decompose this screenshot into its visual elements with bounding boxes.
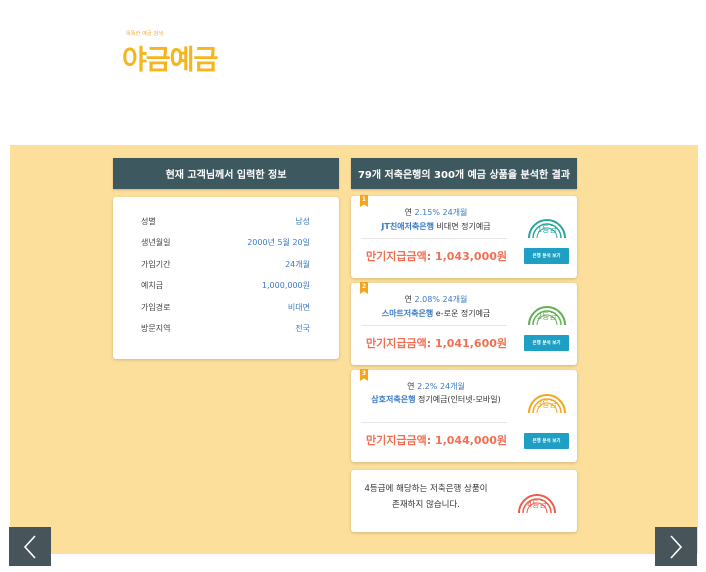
- interest-rate: 2.08%: [414, 295, 440, 304]
- site-logo[interactable]: 똑똑한 예금 검색 야금예금: [122, 30, 218, 77]
- grade-badge: 3등급: [523, 384, 571, 414]
- info-value: 전국: [295, 323, 310, 333]
- input-info-title: 현재 고객님께서 입력한 정보: [113, 158, 339, 189]
- grade-arc-icon: [518, 494, 556, 514]
- no-result-line-2: 존재하지 않습니다.: [392, 500, 460, 510]
- info-label: 성별: [141, 217, 156, 226]
- grade-label: 3등급: [537, 400, 557, 409]
- analysis-result-title: 79개 저축은행의 300개 예금 상품을 분석한 결과: [351, 158, 577, 189]
- divider: [361, 325, 507, 326]
- bank-name[interactable]: 삼호저축은행: [371, 395, 416, 404]
- info-value: 남성: [295, 217, 310, 226]
- info-row-region: 방문지역 전국: [141, 323, 310, 344]
- result-card-3: 3 연 2.2% 24개월 삼호저축은행 정기예금(인터넷-모바일) 만기지급금…: [351, 369, 577, 462]
- rank-flag: 1: [360, 195, 368, 207]
- bank-analysis-button[interactable]: 은행 분석 보기: [524, 433, 569, 449]
- bank-line: 삼호저축은행 정기예금(인터넷-모바일): [361, 394, 511, 406]
- divider: [361, 422, 507, 423]
- product-name: 비대면 정기예금: [436, 222, 491, 231]
- bank-line: JT친애저축은행 비대면 정기예금: [361, 221, 511, 233]
- chevron-right-icon: [670, 534, 683, 559]
- grade-arc-icon: [528, 219, 566, 239]
- result-card-1: 1 연 2.15% 24개월 JT친애저축은행 비대면 정기예금 만기지급금액:…: [351, 195, 577, 278]
- bank-name[interactable]: JT친애저축은행: [381, 222, 434, 231]
- term: 24개월: [439, 382, 465, 391]
- info-row-term: 가입기간 24개월: [141, 259, 310, 280]
- info-label: 예치금: [141, 281, 164, 291]
- grade-badge: 1등급: [523, 209, 571, 239]
- interest-rate: 2.15%: [414, 208, 440, 217]
- rate-prefix: 연: [404, 208, 412, 217]
- term: 24개월: [442, 208, 468, 217]
- result-slide: 현재 고객님께서 입력한 정보 79개 저축은행의 300개 예금 상품을 분석…: [10, 145, 698, 554]
- info-value: 2000년 5월 20일: [247, 238, 310, 248]
- rank-flag: 3: [360, 369, 368, 381]
- info-row-channel: 가입경로 비대면: [141, 302, 310, 323]
- bank-name[interactable]: 스마트저축은행: [381, 309, 434, 318]
- grade-label: 4등급: [527, 500, 547, 509]
- interest-rate: 2.2%: [417, 382, 438, 391]
- rate-line: 연 2.15% 24개월: [361, 207, 511, 218]
- grade-arc-icon: [528, 394, 566, 414]
- info-label: 생년월일: [141, 238, 171, 248]
- term: 24개월: [442, 295, 468, 304]
- chevron-left-icon: [23, 534, 36, 559]
- rate-line: 연 2.08% 24개월: [361, 294, 511, 305]
- info-label: 가입경로: [141, 302, 171, 312]
- prev-slide-button[interactable]: [9, 527, 51, 566]
- product-name: e-로운 정기예금: [435, 309, 491, 318]
- maturity-amount: 만기지급금액: 1,044,000원: [366, 434, 508, 447]
- info-value: 비대면: [287, 302, 310, 312]
- rate-line: 연 2.2% 24개월: [361, 381, 511, 392]
- rate-prefix: 연: [404, 295, 412, 304]
- bank-analysis-button[interactable]: 은행 분석 보기: [524, 248, 569, 264]
- no-result-line-1: 4등급에 해당하는 저축은행 상품이: [364, 484, 488, 494]
- rate-prefix: 연: [407, 382, 415, 391]
- product-name: 정기예금(인터넷-모바일): [417, 395, 501, 404]
- info-row-gender: 성별 남성: [141, 216, 310, 237]
- no-result-card: 4등급에 해당하는 저축은행 상품이 존재하지 않습니다. 4등급: [351, 470, 577, 532]
- rank-flag: 2: [360, 282, 368, 294]
- no-result-message: 4등급에 해당하는 저축은행 상품이 존재하지 않습니다.: [351, 481, 501, 513]
- maturity-amount: 만기지급금액: 1,043,000원: [366, 250, 508, 263]
- maturity-amount: 만기지급금액: 1,041,600원: [366, 337, 508, 350]
- bank-analysis-button[interactable]: 은행 분석 보기: [524, 335, 569, 351]
- info-row-deposit: 예치금 1,000,000원: [141, 280, 310, 301]
- grade-badge: 4등급: [513, 484, 561, 514]
- info-value: 1,000,000원: [261, 281, 310, 291]
- grade-badge: 2등급: [523, 296, 571, 326]
- bank-line: 스마트저축은행 e-로운 정기예금: [361, 308, 511, 320]
- divider: [361, 238, 507, 239]
- grade-arc-icon: [528, 306, 566, 326]
- result-card-2: 2 연 2.08% 24개월 스마트저축은행 e-로운 정기예금 만기지급금액:…: [351, 282, 577, 365]
- logo-tagline: 똑똑한 예금 검색: [126, 31, 164, 37]
- info-label: 가입기간: [141, 259, 171, 269]
- info-row-birthdate: 생년월일 2000년 5월 20일: [141, 237, 310, 258]
- logo-name: 야금예금: [122, 45, 218, 76]
- grade-label: 1등급: [537, 225, 557, 234]
- input-info-card: 성별 남성 생년월일 2000년 5월 20일 가입기간 24개월 예치금 1,000,…: [113, 197, 339, 359]
- info-value: 24개월: [285, 259, 310, 269]
- grade-label: 2등급: [537, 312, 557, 321]
- info-label: 방문지역: [141, 323, 171, 333]
- next-slide-button[interactable]: [655, 527, 697, 566]
